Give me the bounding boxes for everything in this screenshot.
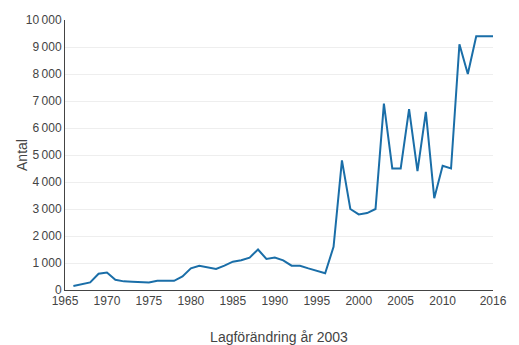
svg-text:1985: 1985 [219,294,246,308]
svg-text:2005: 2005 [387,294,414,308]
svg-text:1980: 1980 [178,294,205,308]
svg-text:1990: 1990 [261,294,288,308]
svg-text:Lagförändring år 2003: Lagförändring år 2003 [210,329,348,345]
svg-text:3 000: 3 000 [32,202,61,216]
svg-text:5 000: 5 000 [32,148,61,162]
svg-text:4 000: 4 000 [32,175,61,189]
svg-text:2010: 2010 [429,294,456,308]
svg-text:7 000: 7 000 [32,94,61,108]
svg-text:9 000: 9 000 [32,40,61,54]
svg-text:1965: 1965 [52,294,79,308]
svg-text:8 000: 8 000 [32,67,61,81]
svg-text:0: 0 [55,283,62,297]
svg-text:1 000: 1 000 [32,256,61,270]
svg-text:1970: 1970 [94,294,121,308]
svg-text:2000: 2000 [345,294,372,308]
svg-text:10 000: 10 000 [26,13,62,27]
svg-text:1995: 1995 [303,294,330,308]
svg-text:2016: 2016 [480,294,507,308]
svg-text:2 000: 2 000 [32,229,61,243]
svg-text:1975: 1975 [136,294,163,308]
svg-text:Antal: Antal [14,139,30,171]
svg-text:6 000: 6 000 [32,121,61,135]
